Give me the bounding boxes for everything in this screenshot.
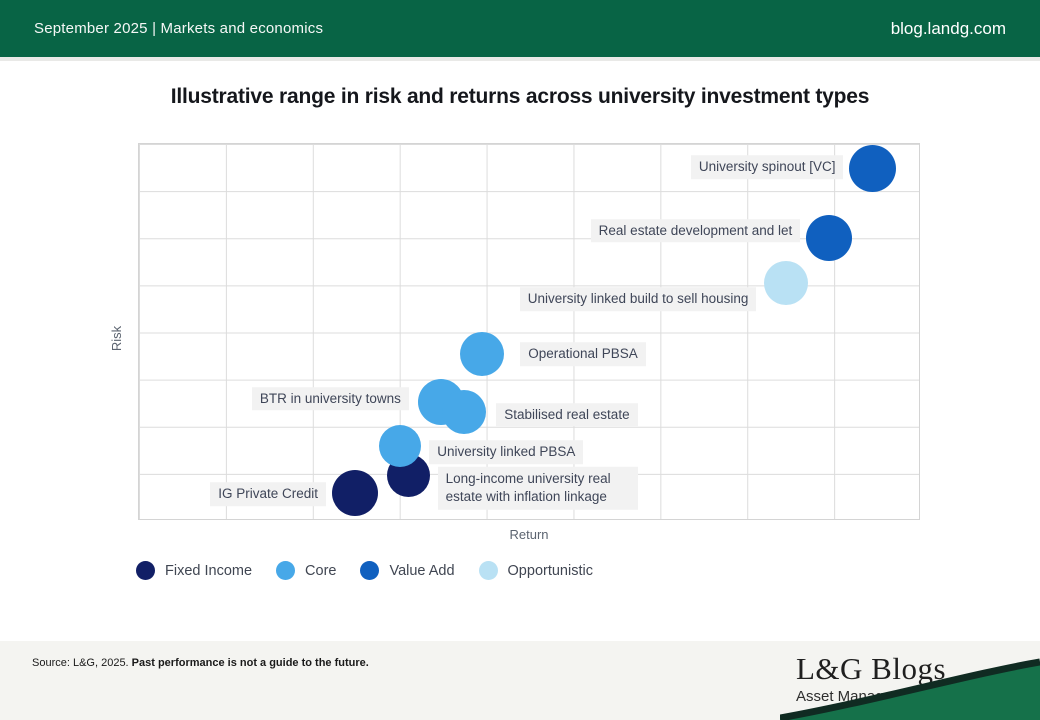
point-label-real-estate-development-and-let: Real estate development and let — [590, 218, 801, 243]
brand-swoosh-graphic — [780, 658, 1040, 720]
bubble-university-linked-build-to-sell-housing — [764, 261, 809, 306]
legend-label-fixed_income: Fixed Income — [165, 562, 253, 579]
brand-logo-title: L&G Blogs — [796, 651, 947, 686]
y-axis-label: Risk — [109, 325, 125, 352]
legend-label-core: Core — [305, 562, 337, 579]
point-label-university-spinout-vc: University spinout [VC] — [690, 155, 844, 179]
legend-swatch-opportunistic — [478, 561, 498, 580]
legend-item-opportunistic: Opportunistic — [478, 561, 593, 580]
point-label-university-linked-build-to-sell-housing: University linked build to sell housing — [519, 287, 757, 311]
point-label-ig-private-credit: IG Private Credit — [210, 482, 327, 506]
source-note-prefix: Source: L&G, 2025. — [32, 657, 132, 669]
legend-item-core: Core — [276, 561, 336, 580]
bubble-university-spinout-vc — [849, 144, 897, 192]
source-note: Source: L&G, 2025. Past performance is n… — [32, 657, 369, 669]
header-bar: September 2025 | Markets and economics b… — [0, 0, 1040, 57]
legend-swatch-core — [276, 561, 296, 580]
bubble-university-linked-pbsa — [379, 425, 422, 468]
legend-item-value_add: Value Add — [360, 561, 455, 580]
point-label-btr-in-university-towns: BTR in university towns — [251, 386, 409, 411]
bubble-stabilised-real-estate — [442, 389, 487, 434]
header-site-url: blog.landg.com — [890, 18, 1006, 38]
point-label-university-linked-pbsa: University linked PBSA — [429, 440, 584, 465]
legend-label-opportunistic: Opportunistic — [507, 562, 593, 579]
legend-label-value_add: Value Add — [389, 562, 455, 579]
bubble-ig-private-credit — [332, 470, 379, 517]
legend-swatch-fixed_income — [136, 561, 155, 580]
chart-title: Illustrative range in risk and returns a… — [170, 85, 870, 108]
brand-logo: L&G Blogs Asset Management — [796, 651, 946, 705]
bubble-real-estate-development-and-let — [806, 214, 853, 261]
x-axis-label: Return — [509, 527, 549, 542]
point-label-operational-pbsa: Operational PBSA — [520, 342, 646, 366]
header-edition-label: September 2025 | Markets and economics — [34, 20, 324, 37]
plot-area: IG Private Credit Long-income university … — [138, 143, 920, 520]
bubble-operational-pbsa — [460, 332, 505, 376]
point-label-long-income-university-real-estate-with-inflation-linkage: Long-income university real estate with … — [437, 466, 638, 510]
point-label-stabilised-real-estate: Stabilised real estate — [496, 402, 638, 427]
legend-item-fixed_income: Fixed Income — [136, 561, 252, 580]
source-note-disclaimer: Past performance is not a guide to the f… — [131, 657, 369, 669]
header-divider — [0, 57, 1040, 61]
chart-legend: Fixed Income Core Value Add Opportunistic — [136, 561, 593, 580]
legend-swatch-value_add — [360, 561, 380, 580]
